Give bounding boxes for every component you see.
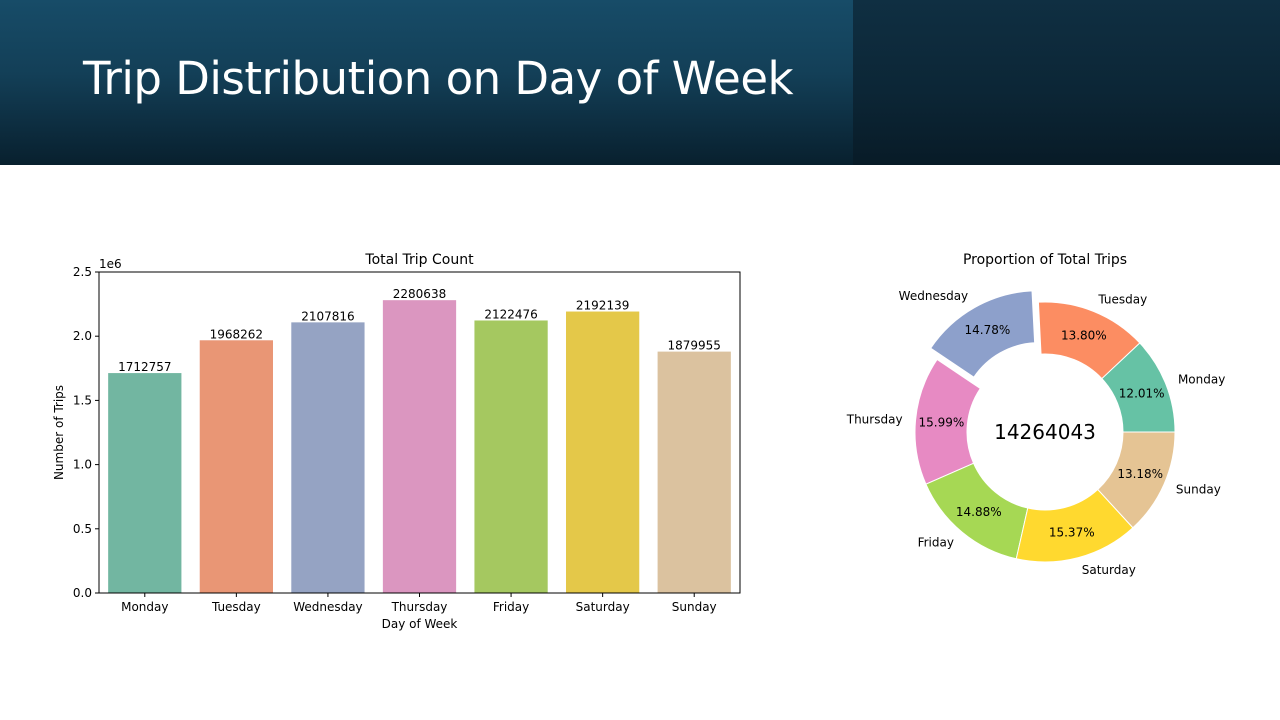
- bar-saturday: [566, 311, 640, 593]
- pie-category-label: Sunday: [1176, 483, 1221, 497]
- pie-pct-label: 13.80%: [1061, 329, 1107, 343]
- title-banner-accent: [853, 0, 1280, 165]
- bar-thursday: [382, 300, 457, 593]
- pie-pct-label: 12.01%: [1119, 387, 1165, 401]
- pie-pct-label: 15.99%: [919, 416, 965, 430]
- pie-category-label: Tuesday: [1097, 292, 1147, 306]
- pie-pct-label: 15.37%: [1049, 526, 1095, 540]
- slide-title: Trip Distribution on Day of Week: [83, 52, 794, 105]
- x-tick-label: Friday: [493, 600, 529, 614]
- x-tick-label: Saturday: [576, 600, 630, 614]
- bar-data-label: 2107816: [301, 309, 354, 323]
- y-tick-label: 2.5: [73, 265, 92, 279]
- bar-sunday: [657, 351, 731, 593]
- x-tick-label: Sunday: [672, 600, 717, 614]
- y-tick-label: 0.0: [73, 586, 92, 600]
- pie-slice-wednesday: [929, 290, 1036, 378]
- bar-monday: [108, 373, 182, 593]
- pie-chart-title: Proportion of Total Trips: [963, 252, 1127, 268]
- pie-slice-sunday: [1097, 431, 1176, 529]
- y-axis-label: Number of Trips: [52, 385, 66, 480]
- y-tick-label: 2.0: [73, 329, 92, 343]
- bar-chart: 1712757 Monday 1968262 Tuesday 2107816 Wednes…: [52, 252, 741, 631]
- bar-chart-title: Total Trip Count: [364, 252, 474, 268]
- pie-category-label: Friday: [918, 535, 954, 549]
- bar-tuesday: [199, 340, 273, 593]
- pie-category-label: Saturday: [1082, 563, 1136, 577]
- x-tick-label: Wednesday: [293, 600, 362, 614]
- pie-pct-label: 14.78%: [964, 323, 1010, 337]
- y-tick-label: 0.5: [73, 522, 92, 536]
- pie-slice-tuesday: [1037, 301, 1141, 380]
- y-tick-label: 1.0: [73, 458, 92, 472]
- bar-data-label: 2192139: [576, 299, 629, 313]
- pie-category-label: Monday: [1178, 372, 1225, 386]
- bar-data-label: 1968262: [210, 327, 263, 341]
- bar-friday: [474, 320, 548, 593]
- bar-data-label: 2280638: [393, 287, 446, 301]
- bar-data-label: 1879955: [667, 339, 720, 353]
- title-banner: Trip Distribution on Day of Week: [0, 0, 1280, 165]
- x-tick-label: Thursday: [391, 600, 448, 614]
- pie-category-label: Wednesday: [899, 289, 968, 303]
- pie-pct-label: 13.18%: [1117, 467, 1163, 481]
- plot-frame: [98, 271, 741, 594]
- pie-chart: 12.01% Monday 13.80% Tuesday 14.78% Wednesday…: [846, 252, 1226, 577]
- y-offset-label: 1e6: [99, 257, 122, 271]
- x-tick-label: Monday: [121, 600, 168, 614]
- x-axis-label: Day of Week: [382, 617, 458, 631]
- pie-category-label: Thursday: [846, 412, 903, 426]
- bar-wednesday: [291, 322, 365, 593]
- y-tick-label: 1.5: [73, 393, 92, 407]
- pie-pct-label: 14.88%: [956, 505, 1002, 519]
- x-tick-label: Tuesday: [211, 600, 261, 614]
- bar-data-label: 1712757: [118, 360, 171, 374]
- bar-data-label: 2122476: [484, 307, 537, 321]
- donut-center-total: 14264043: [994, 420, 1096, 444]
